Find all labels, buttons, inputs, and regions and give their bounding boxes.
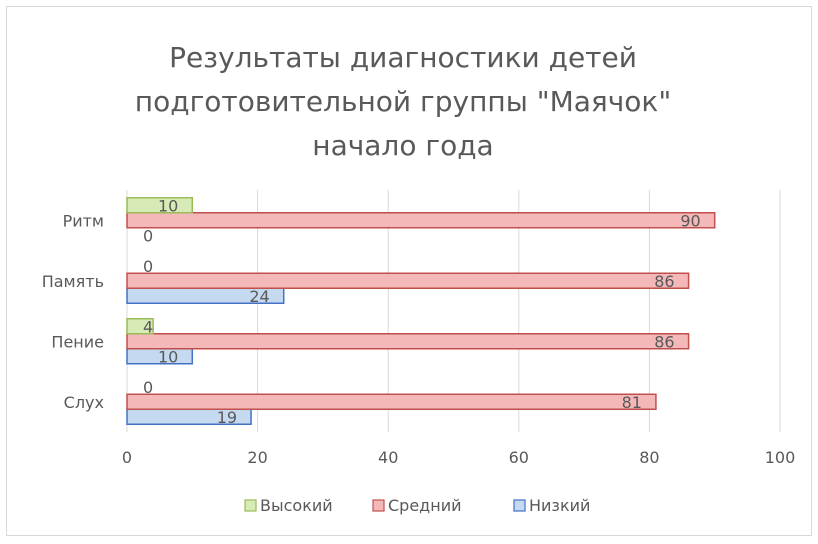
data-label-Средний-3: 90 [680,211,700,230]
chart-title: Результаты диагностики детей подготовите… [0,36,806,168]
legend-label-Высокий: Высокий [260,496,333,515]
chart-title-line-1: Результаты диагностики детей [169,41,637,74]
bar-Средний-0 [126,393,657,410]
legend-swatch-Высокий [244,499,257,512]
data-label-Высокий-1: 4 [143,317,153,336]
legend-swatch-Низкий [513,499,526,512]
y-tick-label-0: Слух [64,393,104,412]
chart-title-line-3: начало года [312,129,494,162]
x-tick-label-100: 100 [765,448,796,467]
legend-label-Низкий: Низкий [529,496,590,515]
data-label-Низкий-3: 0 [143,226,153,245]
y-tick-label-3: Ритм [63,211,104,230]
data-label-Высокий-0: 0 [143,378,153,397]
x-tick-label-40: 40 [378,448,398,467]
data-label-Средний-0: 81 [622,393,642,412]
bar-Средний-2 [126,272,690,289]
data-label-Высокий-3: 10 [158,196,178,215]
data-label-Высокий-2: 0 [143,257,153,276]
legend-label-Средний: Средний [388,496,462,515]
x-tick-label-60: 60 [509,448,529,467]
x-tick-label-20: 20 [247,448,267,467]
bar-Средний-1 [126,333,690,350]
data-label-Низкий-0: 19 [217,408,237,427]
chart-area [6,6,812,536]
data-label-Низкий-2: 24 [249,287,269,306]
data-label-Низкий-1: 10 [158,347,178,366]
data-label-Средний-2: 86 [654,272,674,291]
x-tick-label-0: 0 [122,448,132,467]
bar-Средний-3 [126,212,716,229]
bar-Высокий-1 [126,318,154,335]
data-label-Средний-1: 86 [654,332,674,351]
y-tick-label-1: Пение [51,332,104,351]
y-tick-label-2: Память [42,272,104,291]
bar-Высокий-3 [126,197,194,214]
legend-swatch-Средний [372,499,385,512]
chart-title-line-2: подготовительной группы "Маячок" [134,85,672,118]
x-tick-label-80: 80 [639,448,659,467]
